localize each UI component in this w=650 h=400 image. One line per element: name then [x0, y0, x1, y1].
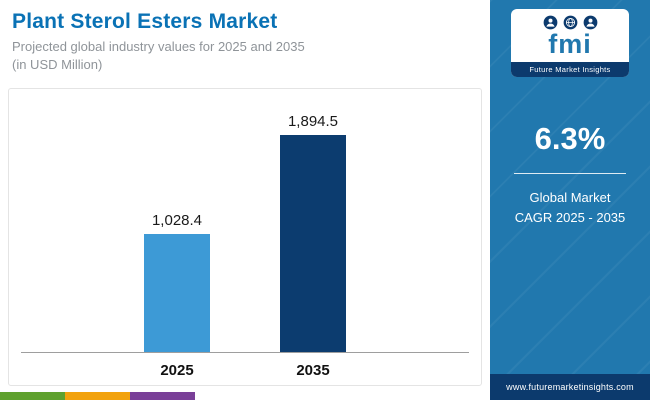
strip-segment — [65, 392, 130, 400]
x-axis-labels: 2025 2035 — [21, 362, 469, 379]
cagr-label-line1: Global Market — [529, 190, 611, 206]
sidebar-footer: www.futuremarketinsights.com — [490, 374, 650, 400]
footer-url: www.futuremarketinsights.com — [506, 382, 634, 392]
chart-panel: Plant Sterol Esters Market Projected glo… — [0, 0, 490, 400]
bar-group: 1,028.4 — [144, 212, 210, 352]
chart-header: Plant Sterol Esters Market Projected glo… — [0, 0, 490, 73]
bar — [280, 135, 346, 352]
chart-plot-area: 1,028.4 1,894.5 — [21, 113, 469, 353]
stat-divider — [514, 173, 626, 175]
bar-value-label: 1,028.4 — [151, 212, 203, 229]
bar — [144, 234, 210, 352]
strip-segment — [0, 392, 65, 400]
logo-text: fmi — [548, 29, 592, 59]
page-title: Plant Sterol Esters Market — [12, 10, 278, 33]
person-icon — [583, 15, 597, 30]
page-subtitle: Projected global industry values for 202… — [12, 38, 478, 73]
logo-icons-row — [517, 15, 623, 30]
subtitle-line2: (in USD Million) — [12, 56, 103, 72]
logo-caption: Future Market Insights — [511, 62, 629, 78]
cagr-label: Global Market CAGR 2025 - 2035 — [514, 188, 626, 227]
cagr-label-line2: CAGR 2025 - 2035 — [514, 209, 626, 225]
brand-color-strip — [0, 392, 195, 400]
sidebar: fmi Future Market Insights 6.3% Global M… — [490, 0, 650, 400]
bar-chart: 1,028.4 1,894.5 2025 2035 — [8, 88, 482, 386]
person-icon — [543, 15, 557, 30]
globe-icon — [563, 15, 577, 30]
x-axis-label: 2025 — [160, 362, 194, 379]
x-axis-label: 2035 — [296, 362, 330, 379]
strip-segment — [130, 392, 195, 400]
bar-value-label: 1,894.5 — [287, 113, 339, 130]
fmi-logo: fmi Future Market Insights — [511, 9, 629, 78]
cagr-stat: 6.3% Global Market CAGR 2025 - 2035 — [514, 121, 626, 227]
cagr-value: 6.3% — [534, 121, 606, 157]
subtitle-line1: Projected global industry values for 202… — [12, 39, 305, 54]
bar-group: 1,894.5 — [280, 113, 346, 352]
